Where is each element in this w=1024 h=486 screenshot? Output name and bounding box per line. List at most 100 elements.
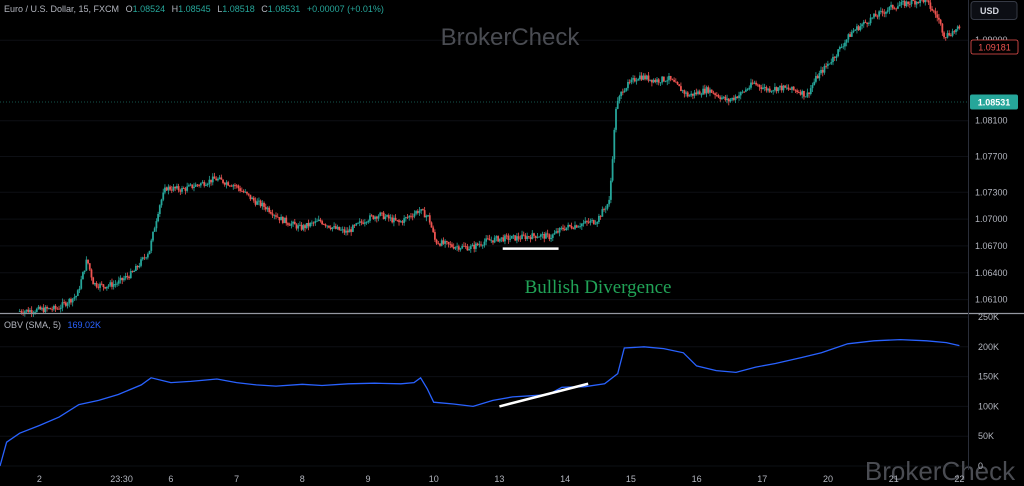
candle-body — [616, 100, 619, 109]
candle-body — [849, 34, 851, 37]
candle-body — [850, 32, 853, 37]
candle-body — [842, 46, 845, 48]
candle-body — [392, 217, 395, 223]
candle-body — [726, 98, 728, 101]
candle-body — [910, 0, 913, 5]
candle-body — [908, 3, 911, 5]
candle-body — [365, 222, 368, 223]
candle-body — [328, 225, 330, 228]
candle-body — [883, 12, 886, 14]
candle-body — [307, 222, 310, 227]
candle-body — [170, 189, 173, 191]
candle-body — [382, 212, 385, 220]
candle-body — [505, 235, 508, 237]
candle-body — [172, 186, 175, 191]
obv-axis[interactable]: 0 50K 100K 150K 200K 250K — [978, 312, 999, 471]
candle-body — [468, 249, 470, 251]
candle-body — [269, 212, 272, 214]
candle-body — [281, 216, 284, 224]
candle-body — [709, 89, 711, 93]
close-value: 1.08531 — [268, 4, 301, 14]
candle-body — [652, 79, 655, 83]
candle-body — [946, 33, 949, 38]
candle-body — [700, 94, 703, 96]
candle-body — [507, 235, 510, 240]
candle-body — [690, 93, 693, 96]
currency-button[interactable]: USD — [970, 1, 1018, 20]
obv-tick-label: 50K — [978, 431, 994, 441]
candle-body — [182, 188, 185, 189]
candle-body — [473, 244, 476, 249]
candle-body — [693, 92, 696, 96]
candle-body — [186, 186, 189, 191]
candle-body — [519, 238, 522, 240]
candle-body — [715, 95, 718, 96]
candle-body — [423, 210, 426, 218]
candle-body — [63, 302, 66, 303]
candle-body — [333, 226, 335, 228]
candle-body — [459, 248, 462, 250]
candle-body — [223, 182, 226, 185]
candle-body — [897, 6, 899, 9]
candle-body — [746, 89, 749, 91]
candle-body — [242, 191, 245, 193]
candle-body — [46, 306, 48, 309]
candle-body — [268, 207, 271, 213]
candle-body — [181, 188, 183, 192]
candle-body — [722, 96, 725, 98]
candle-body — [765, 87, 768, 91]
candle-body — [283, 217, 286, 224]
candle-body — [539, 234, 542, 237]
candle-body — [560, 227, 563, 229]
candle-body — [502, 237, 505, 242]
candle-body — [287, 223, 289, 225]
candle-body — [422, 209, 424, 211]
candle-body — [717, 95, 720, 98]
candle-body — [252, 197, 255, 201]
candle-body — [39, 306, 42, 310]
candle-body — [565, 227, 568, 231]
candle-body — [123, 278, 125, 281]
candle-body — [534, 235, 537, 238]
obv-legend-value: 169.02K — [68, 320, 102, 330]
candle-body — [177, 186, 180, 191]
candle-body — [150, 240, 153, 251]
candle-body — [240, 190, 243, 192]
candle-body — [902, 1, 904, 2]
candle-body — [167, 186, 170, 191]
candle-body — [396, 220, 399, 221]
candle-body — [305, 222, 308, 228]
time-tick-label: 2 — [37, 474, 42, 484]
price-axis[interactable]: 1.06100 1.06400 1.06700 1.07000 1.07300 1.077… — [975, 35, 1008, 304]
candle-body — [712, 92, 715, 94]
candle-body — [391, 217, 394, 223]
candle-body — [316, 220, 318, 222]
candle-body — [621, 91, 624, 93]
candle-body — [273, 215, 276, 217]
candle-body — [697, 91, 699, 95]
candle-body — [698, 91, 701, 95]
candle-body — [801, 90, 804, 95]
candle-body — [452, 246, 455, 249]
candle-body — [131, 271, 134, 272]
candle-body — [601, 209, 604, 217]
candle-body — [211, 176, 214, 183]
candle-body — [644, 75, 646, 80]
candle-body — [379, 212, 382, 216]
candle-body — [775, 87, 778, 92]
candle-body — [41, 307, 43, 310]
candle-body — [777, 87, 780, 92]
candle-body — [830, 62, 833, 64]
candle-body — [852, 30, 855, 33]
candle-body — [444, 241, 447, 244]
candle-body — [355, 223, 358, 226]
candle-body — [317, 219, 320, 221]
candle-body — [225, 182, 228, 185]
candle-body — [869, 17, 872, 24]
time-axis[interactable]: 2 23:30 6 7 8 9 10 13 14 15 16 17 20 21 22 — [37, 474, 965, 484]
candle-body — [732, 97, 735, 100]
candle-body — [572, 228, 575, 229]
candle-body — [497, 236, 500, 242]
candle-body — [398, 220, 400, 223]
